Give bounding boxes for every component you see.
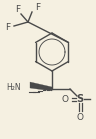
- Text: S: S: [76, 94, 84, 104]
- Text: O: O: [77, 114, 84, 122]
- Text: O: O: [62, 95, 69, 104]
- Text: H₂N: H₂N: [6, 83, 21, 91]
- Polygon shape: [30, 82, 52, 91]
- Text: F: F: [35, 3, 41, 13]
- Text: F: F: [15, 6, 21, 14]
- Text: F: F: [5, 23, 11, 33]
